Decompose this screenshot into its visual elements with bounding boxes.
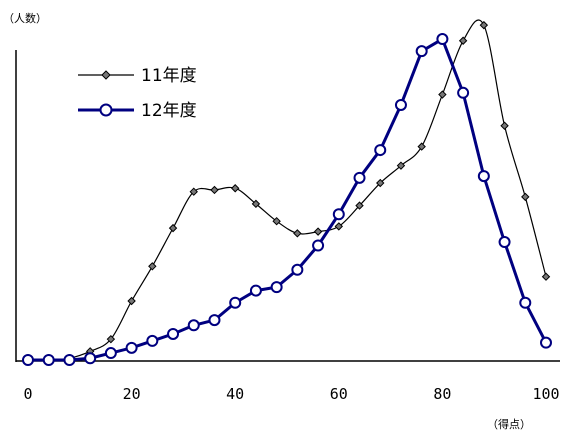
series-2-point-60 [332,208,345,221]
x-tick-labels: 0 20 40 60 80 100 [23,385,559,403]
series-2-point-92 [498,236,511,249]
series-1-point-32 [189,187,198,196]
legend-series-2-marker [99,103,113,117]
series-2-point-36 [208,314,221,327]
series-2-point-0 [22,354,34,366]
legend-series-1-label: 11年度 [141,66,197,86]
series-layer [22,19,552,366]
series-1-point-92 [500,121,509,130]
series-1-point-64 [355,201,364,210]
legend: 11年度 12年度 [78,66,197,121]
series-1-point-84 [458,36,468,45]
series-2-point-100 [540,336,552,349]
series-1-point-24 [148,262,157,271]
series-1-point-20 [127,296,136,306]
series-1-point-68 [376,178,385,188]
series-2-point-72 [394,98,407,111]
x-tick-label-0: 0 [23,385,32,403]
series-2-point-32 [187,319,200,332]
series-2-point-20 [125,341,138,354]
series-2-point-68 [374,144,387,157]
series-2-point-48 [270,281,283,294]
series-1-point-28 [168,223,178,233]
series-1-point-56 [313,227,323,236]
series-1-point-96 [521,192,530,202]
y-axis-unit-label: （人数） [3,12,47,25]
x-tick-label-100: 100 [532,385,559,403]
series-1-point-100 [541,272,551,281]
series-2-point-84 [457,86,470,99]
series-2-line [28,37,548,362]
series-2-point-76 [415,45,428,58]
series-2-point-12 [84,352,97,365]
series-1-point-88 [479,20,489,30]
series-1-point-44 [251,199,261,209]
series-2-point-16 [104,347,117,360]
series-2-point-44 [249,284,262,297]
series-1-point-16 [106,334,116,344]
series-1-point-52 [293,229,302,238]
series-2-point-88 [477,170,490,183]
series-2-point-56 [312,239,325,252]
series-2-point-4 [42,354,55,366]
x-tick-label-80: 80 [433,385,451,403]
legend-series-2-label: 12年度 [141,101,197,121]
series-2-point-64 [353,171,366,184]
series-1-point-76 [417,142,426,151]
x-tick-label-20: 20 [123,385,141,403]
legend-series-1-marker [101,70,111,80]
series-2-point-28 [167,327,180,340]
series-2-point-52 [291,263,304,276]
series-2-point-8 [63,354,76,366]
series-1-point-72 [396,161,406,170]
series-1-point-48 [272,216,281,226]
series-2-point-80 [436,33,449,46]
x-axis-unit-label: （得点） [487,418,531,431]
series-2-point-96 [519,296,532,309]
series-1-point-40 [230,184,240,193]
x-tick-label-40: 40 [226,385,244,403]
series-2-point-40 [229,296,242,309]
series-1-point-80 [438,90,447,99]
series-1-point-36 [210,185,219,195]
series-2-point-24 [146,334,159,347]
x-tick-label-60: 60 [330,385,348,403]
series-1-point-60 [334,222,344,231]
